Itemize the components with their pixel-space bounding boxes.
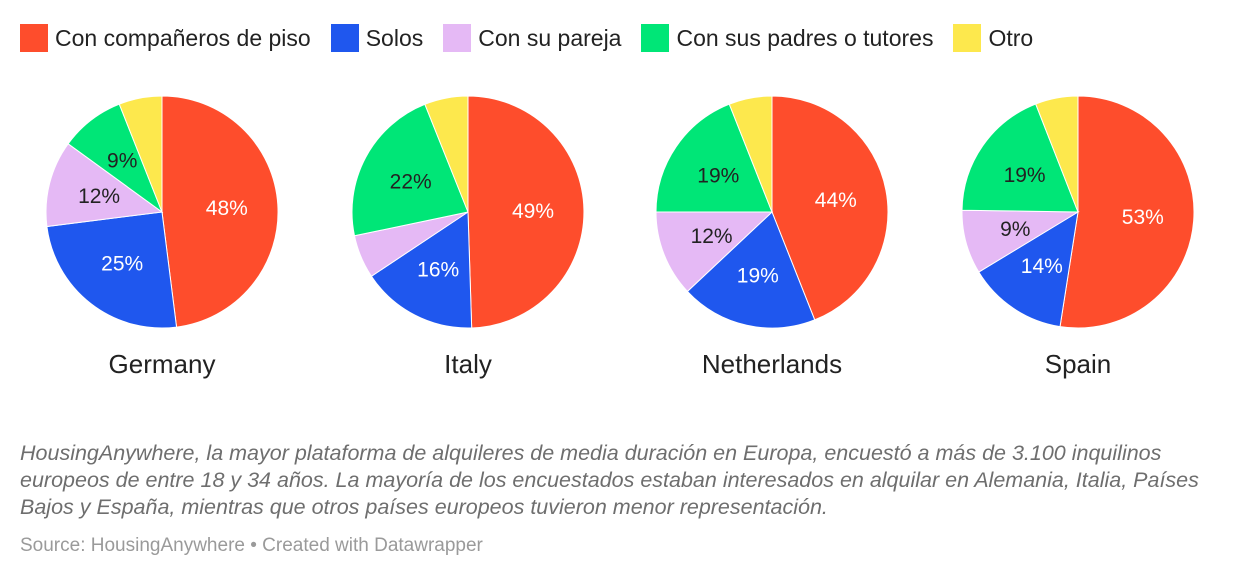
- source-note: Source: HousingAnywhere • Created with D…: [20, 535, 483, 556]
- pie-spain: 53% 14% 9% 19% Spain: [961, 95, 1195, 379]
- legend-label: Con sus padres o tutores: [676, 24, 934, 51]
- pie-slice-solos: [978, 211, 1079, 328]
- legend-swatch: [641, 24, 670, 52]
- data-label: 14%: [1021, 255, 1063, 278]
- data-label: 9%: [1000, 218, 1030, 241]
- pie-title: Netherlands: [702, 349, 842, 379]
- legend-label: Con su pareja: [478, 24, 622, 51]
- legend-item-otro: Otro: [953, 24, 1033, 52]
- pie-slice-pareja: [45, 143, 164, 228]
- data-label: 19%: [1004, 164, 1046, 187]
- chart-caption: HousingAnywhere, la mayor plataforma de …: [20, 441, 1199, 519]
- pie-slice-padres: [961, 103, 1079, 213]
- legend-item-solos: Solos: [330, 24, 424, 52]
- data-label: 19%: [697, 165, 739, 188]
- pie-slice-otro: [424, 95, 469, 213]
- pie-charts: 48%25%12%9%Germany49%16%22%Italy44%19%12…: [45, 95, 1195, 379]
- pie-title: Germany: [109, 349, 216, 379]
- pie-slice-companeros: [1059, 95, 1195, 329]
- pie-slice-companeros: [467, 95, 585, 329]
- data-label: 25%: [101, 252, 143, 275]
- data-label: 9%: [107, 150, 137, 173]
- data-label: 12%: [691, 225, 733, 248]
- data-label: 22%: [390, 170, 432, 193]
- data-label: 49%: [512, 200, 554, 223]
- data-label: 48%: [206, 197, 248, 220]
- pie-slice-otro: [1035, 95, 1079, 213]
- pie-slice-solos: [46, 211, 178, 329]
- legend-item-pareja: Con su pareja: [443, 24, 621, 52]
- legend-swatch: [953, 24, 982, 52]
- legend-label: Solos: [365, 24, 424, 51]
- pie-slice-companeros: [161, 95, 279, 328]
- data-label: 44%: [815, 189, 857, 212]
- data-label: 19%: [737, 264, 779, 287]
- legend-item-padres: Con sus padres o tutores: [641, 24, 933, 52]
- pie-slice-padres: [655, 103, 773, 213]
- legend-label: Con compañeros de piso: [55, 24, 311, 51]
- pie-slice-companeros: [771, 95, 889, 321]
- pie-slice-pareja: [655, 211, 774, 293]
- data-label: 16%: [417, 259, 459, 282]
- data-label: 53%: [1122, 206, 1164, 229]
- legend-swatch: [330, 24, 359, 52]
- pie-title: Spain: [1045, 349, 1112, 379]
- pie-slice-otro: [118, 95, 163, 213]
- legend-swatch: [443, 24, 472, 52]
- legend-swatch: [20, 24, 48, 52]
- legend: Con compañeros de piso Solos Con su pare…: [20, 24, 1053, 52]
- data-label: 12%: [78, 185, 120, 208]
- pie-slice-solos: [686, 211, 816, 329]
- pie-slice-otro: [728, 95, 773, 213]
- legend-label: Otro: [988, 24, 1034, 51]
- pie-slice-solos: [370, 211, 473, 329]
- pie-title: Italy: [444, 349, 492, 379]
- pie-netherlands: 44%19%12%19%Netherlands: [655, 95, 889, 379]
- pie-germany: 48% 25% 12% 9% Germany: [45, 95, 279, 379]
- pie-slice-padres: [351, 103, 469, 237]
- pie-italy: 49% 16% 22% Italy: [351, 95, 585, 379]
- legend-item-compañeros: Con compañeros de piso: [20, 24, 311, 52]
